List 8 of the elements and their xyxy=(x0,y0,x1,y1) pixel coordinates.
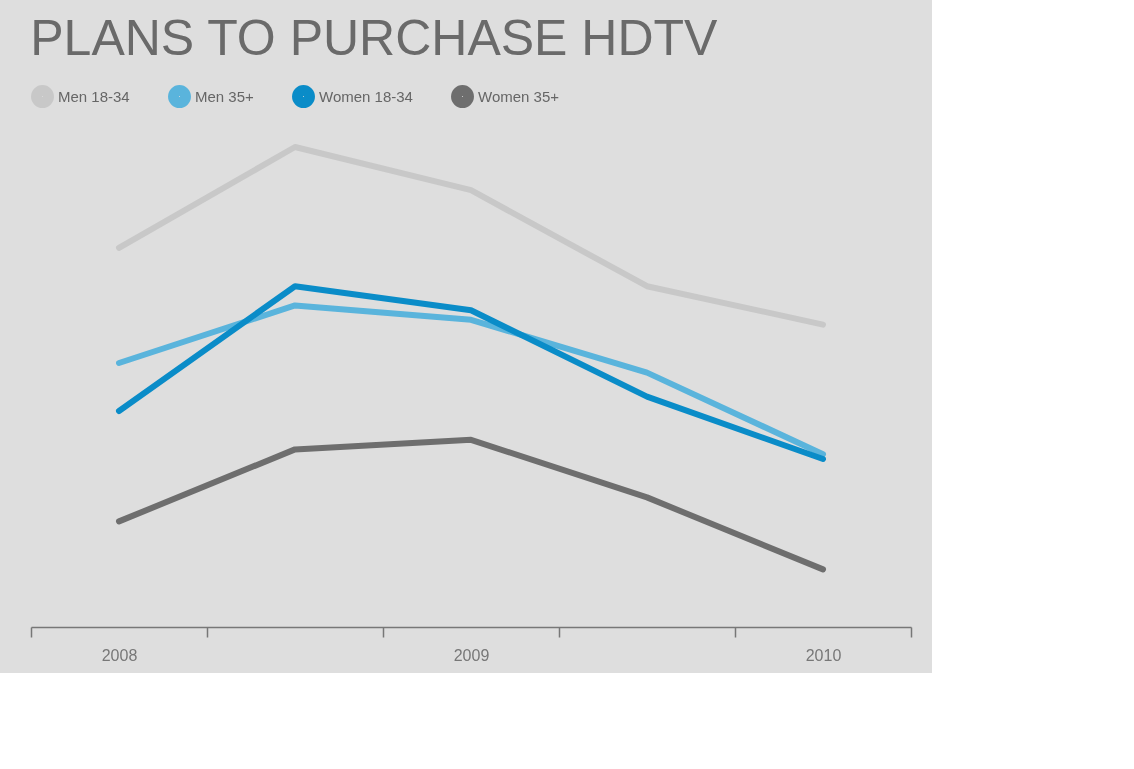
x-tick-label: 2009 xyxy=(453,646,490,664)
legend-label: Women 18-34 xyxy=(319,87,413,105)
x-tick-label: 2008 xyxy=(101,646,138,664)
legend-label: Men 18-34 xyxy=(58,87,130,105)
legend-label: Women 35+ xyxy=(478,87,560,105)
chart-title: PLANS TO PURCHASE HDTV xyxy=(30,10,719,66)
legend-label: Men 35+ xyxy=(195,87,255,105)
x-tick-label: 2010 xyxy=(805,646,842,664)
